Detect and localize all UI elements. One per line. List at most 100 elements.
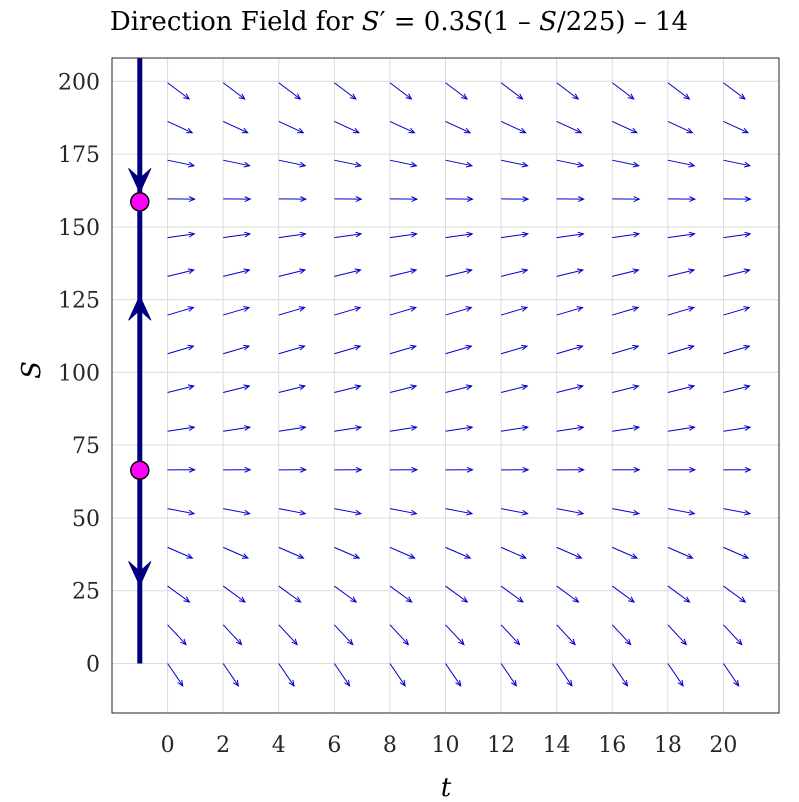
field-arrow bbox=[334, 159, 362, 168]
field-arrow bbox=[612, 425, 641, 432]
field-arrow bbox=[389, 384, 418, 393]
field-arrow bbox=[389, 344, 417, 355]
field-arrow bbox=[334, 585, 358, 603]
field-arrow bbox=[223, 425, 252, 432]
field-arrow bbox=[389, 82, 413, 100]
field-arrow bbox=[500, 546, 527, 559]
field-arrow bbox=[223, 268, 251, 277]
field-arrow bbox=[556, 384, 585, 393]
field-arrow bbox=[167, 663, 184, 687]
field-arrow bbox=[723, 82, 746, 100]
field-arrow bbox=[445, 268, 473, 277]
phase-arrow-up bbox=[128, 295, 152, 321]
field-arrow bbox=[223, 384, 251, 393]
field-arrow bbox=[167, 466, 196, 473]
field-arrow bbox=[612, 231, 641, 239]
x-tick-label: 16 bbox=[598, 733, 626, 758]
field-arrow bbox=[278, 624, 298, 646]
field-arrow bbox=[500, 306, 529, 316]
field-arrow bbox=[667, 585, 691, 603]
field-arrow bbox=[334, 508, 363, 516]
field-arrow bbox=[222, 546, 250, 559]
field-arrow bbox=[334, 425, 363, 432]
field-arrow bbox=[389, 231, 418, 239]
field-arrow bbox=[667, 196, 697, 202]
field-arrow bbox=[222, 121, 249, 134]
field-arrow bbox=[612, 268, 640, 277]
field-arrow bbox=[723, 159, 752, 168]
x-tick-label: 14 bbox=[543, 733, 571, 758]
field-arrow bbox=[611, 82, 635, 100]
field-arrow bbox=[278, 159, 307, 168]
y-axis-label: S bbox=[17, 361, 47, 379]
field-arrow bbox=[389, 268, 418, 277]
field-arrow bbox=[723, 663, 740, 687]
field-arrow bbox=[167, 82, 191, 100]
field-arrow bbox=[667, 466, 697, 473]
phase-arrow-down bbox=[128, 561, 152, 587]
field-arrow bbox=[667, 268, 696, 277]
field-arrow bbox=[611, 663, 629, 687]
field-arrow bbox=[167, 196, 196, 202]
phase-arrow-down bbox=[128, 168, 152, 194]
field-arrow bbox=[445, 82, 469, 100]
field-arrow bbox=[556, 344, 584, 355]
field-arrow bbox=[389, 546, 416, 559]
field-arrow bbox=[667, 344, 695, 355]
field-arrow bbox=[612, 121, 638, 134]
x-tick-label: 6 bbox=[327, 733, 341, 758]
slope-field bbox=[167, 82, 752, 687]
field-arrow bbox=[445, 508, 474, 516]
field-arrow bbox=[389, 121, 416, 134]
field-arrow bbox=[222, 663, 240, 687]
field-arrow bbox=[278, 466, 307, 473]
field-arrow bbox=[723, 585, 747, 603]
field-arrow bbox=[167, 508, 196, 516]
y-tick-label: 200 bbox=[58, 70, 100, 95]
y-tick-label: 25 bbox=[72, 580, 100, 605]
field-arrow bbox=[723, 508, 752, 516]
field-arrow bbox=[445, 306, 473, 316]
field-arrow bbox=[445, 231, 474, 239]
field-arrow bbox=[222, 624, 243, 646]
field-arrow bbox=[223, 344, 251, 355]
field-arrow bbox=[278, 268, 307, 277]
field-arrow bbox=[500, 624, 521, 646]
field-arrow bbox=[334, 231, 363, 239]
field-arrow bbox=[222, 585, 246, 603]
field-arrow bbox=[167, 384, 195, 393]
field-arrow bbox=[667, 384, 696, 393]
field-arrow bbox=[445, 546, 472, 559]
field-arrow bbox=[501, 425, 529, 432]
field-arrow bbox=[223, 196, 252, 202]
field-arrow bbox=[278, 663, 295, 687]
field-arrow bbox=[612, 306, 640, 316]
field-arrow bbox=[667, 624, 688, 646]
x-tick-label: 10 bbox=[432, 733, 460, 758]
field-arrow bbox=[556, 82, 580, 100]
field-arrow bbox=[556, 231, 585, 239]
field-arrow bbox=[445, 585, 469, 603]
field-arrow bbox=[167, 546, 194, 559]
field-arrow bbox=[389, 466, 419, 473]
grid bbox=[112, 58, 779, 713]
field-arrow bbox=[500, 159, 529, 168]
field-arrow bbox=[389, 663, 406, 687]
field-arrow bbox=[223, 231, 252, 239]
field-arrow bbox=[389, 159, 418, 168]
field-arrow bbox=[500, 344, 529, 355]
field-arrow bbox=[723, 306, 751, 316]
x-tick-label: 20 bbox=[709, 733, 737, 758]
field-arrow bbox=[334, 268, 362, 277]
field-arrow bbox=[556, 508, 585, 516]
field-arrow bbox=[611, 585, 636, 603]
field-arrow bbox=[278, 384, 307, 393]
field-arrow bbox=[667, 121, 694, 134]
phase-line bbox=[128, 58, 152, 664]
x-tick-label: 4 bbox=[272, 733, 286, 758]
field-arrow bbox=[556, 663, 573, 687]
field-arrow bbox=[445, 624, 465, 646]
field-arrow bbox=[667, 546, 694, 559]
field-arrow bbox=[278, 196, 307, 202]
chart-title: Direction Field for S′ = 0.3S(1 – S/225)… bbox=[110, 7, 688, 37]
